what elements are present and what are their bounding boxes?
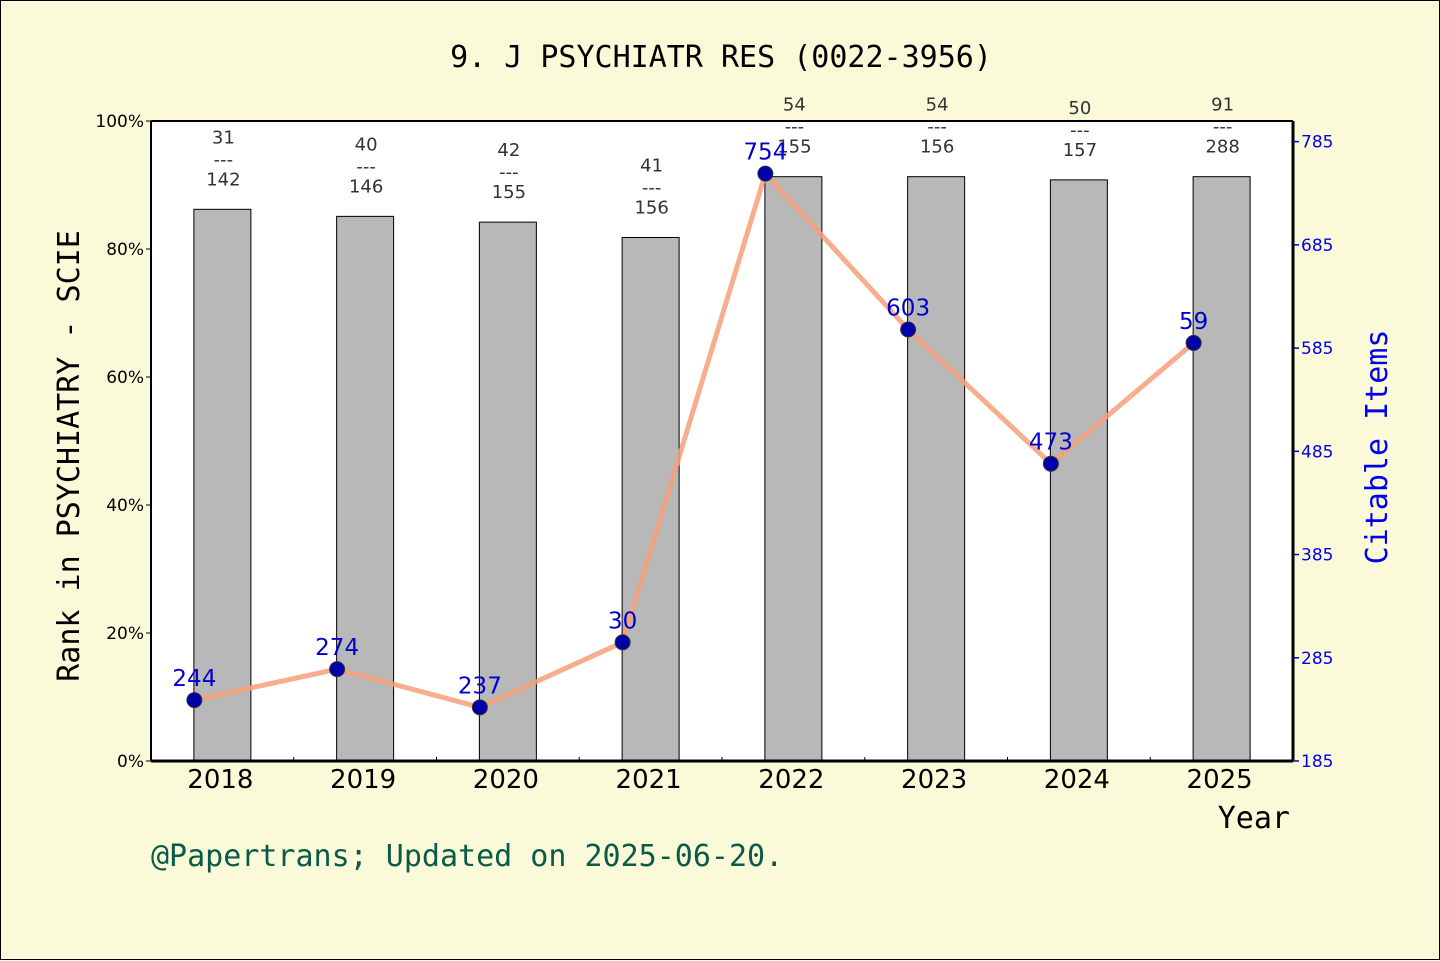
bar-fraction-rule: ---: [785, 117, 805, 138]
y2-tick-label: 285: [1301, 649, 1333, 669]
citable-items-line: [193, 171, 1196, 710]
bar-2022: [764, 176, 823, 762]
bar-rank-label: 54: [926, 95, 949, 116]
point-label: 473: [1029, 430, 1073, 456]
plot-area: [151, 121, 1293, 761]
bar-fraction-rule: ---: [927, 117, 947, 138]
bar-total-label: 142: [206, 169, 240, 190]
y2-tick-label: 685: [1301, 236, 1333, 256]
point-label: 237: [458, 673, 502, 699]
bar-fraction-rule: ---: [642, 177, 662, 198]
bar-total-label: 146: [349, 176, 383, 197]
bar-fraction-rule: ---: [1213, 117, 1233, 138]
bar-rank-label: 91: [1211, 95, 1234, 116]
bar-total-label: 155: [492, 182, 526, 203]
bar-total-label: 157: [1063, 140, 1097, 161]
x-tick-label: 2023: [901, 765, 967, 795]
y-tick-label: 100%: [95, 112, 144, 132]
point-2024: [1042, 455, 1059, 472]
bar-rank-label: 41: [640, 155, 663, 176]
y2-tick-label: 485: [1301, 442, 1333, 462]
bar-fraction-rule: ---: [356, 156, 376, 177]
bar-2018: [193, 208, 252, 762]
bar-2019: [336, 215, 395, 762]
point-label: 244: [172, 666, 216, 692]
point-2023: [900, 321, 917, 338]
bar-2024: [1049, 179, 1108, 762]
point-label: 30: [608, 608, 637, 634]
y2-axis-label: Citable Items: [1360, 330, 1395, 565]
bar-total-label: 156: [634, 197, 668, 218]
bar-fraction-rule: ---: [1070, 120, 1090, 141]
point-label: 603: [886, 296, 930, 322]
point-label: 274: [315, 635, 359, 661]
point-2019: [329, 661, 346, 678]
bar-rank-label: 42: [497, 140, 520, 161]
bar-fraction-rule: ---: [214, 149, 234, 170]
bar-rank-label: 31: [212, 127, 235, 148]
bar-rank-label: 54: [783, 95, 806, 116]
bar-rank-label: 40: [355, 134, 378, 155]
y2-tick-label: 585: [1301, 339, 1333, 359]
bar-total-label: 156: [920, 137, 954, 158]
bar-2025: [1192, 176, 1251, 762]
bar-2020: [478, 221, 537, 762]
x-tick-label: 2024: [1044, 765, 1110, 795]
x-tick-label: 2021: [616, 765, 682, 795]
point-2021: [614, 634, 631, 651]
bar-fraction-rule: ---: [499, 162, 519, 183]
x-tick-label: 2019: [330, 765, 396, 795]
bar-total-label: 288: [1205, 137, 1239, 158]
point-2022: [757, 165, 774, 182]
y-tick-label: 40%: [106, 496, 144, 516]
point-2025: [1185, 334, 1202, 351]
x-tick-label: 2020: [473, 765, 539, 795]
bar-total-label: 155: [777, 137, 811, 158]
point-2018: [186, 692, 203, 709]
y-tick-label: 0%: [117, 752, 144, 772]
bar-2023: [907, 176, 966, 762]
x-tick-label: 2018: [187, 765, 253, 795]
y-tick-label: 20%: [106, 624, 144, 644]
bar-2021: [621, 236, 680, 762]
y2-tick-label: 385: [1301, 546, 1333, 566]
bar-rank-label: 50: [1068, 98, 1091, 119]
chart-title: 9. J PSYCHIATR RES (0022-3956): [450, 40, 992, 75]
footer-credit: @Papertrans; Updated on 2025-06-20.: [151, 839, 783, 874]
point-label: 59: [1179, 309, 1208, 335]
y-axis-label: Rank in PSYCHIATRY - SCIE: [52, 230, 87, 682]
y2-tick-label: 785: [1301, 133, 1333, 153]
y2-tick-label: 185: [1301, 752, 1333, 772]
point-label: 754: [743, 140, 787, 166]
x-axis-label: Year: [1218, 801, 1290, 836]
y-tick-label: 60%: [106, 368, 144, 388]
point-2020: [471, 699, 488, 716]
y-tick-label: 80%: [106, 240, 144, 260]
x-tick-label: 2022: [758, 765, 824, 795]
x-tick-label: 2025: [1187, 765, 1253, 795]
